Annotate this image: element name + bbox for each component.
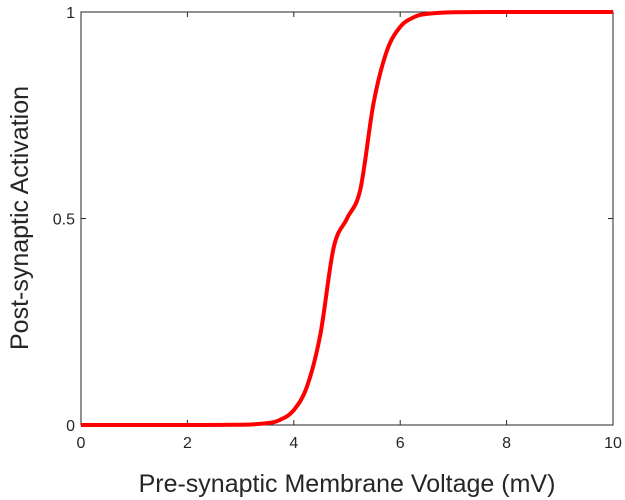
axis-ticks: 0 2 4 6 8 10 0 0.5 1	[53, 5, 622, 452]
series-line	[80, 9, 613, 427]
y-tick-label: 0.5	[53, 212, 75, 229]
x-axis-label: Pre-synaptic Membrane Voltage (mV)	[139, 470, 556, 498]
y-tick-label: 1	[66, 5, 75, 22]
y-axis-label: Post-synaptic Activation	[6, 86, 34, 350]
x-tick-label: 10	[604, 435, 622, 452]
series-layer	[80, 9, 613, 427]
x-tick-label: 6	[396, 435, 405, 452]
x-tick-label: 2	[183, 435, 192, 452]
x-tick-label: 4	[289, 435, 298, 452]
y-tick-label: 0	[66, 418, 75, 435]
x-tick-label: 0	[77, 435, 86, 452]
x-tick-label: 8	[502, 435, 511, 452]
